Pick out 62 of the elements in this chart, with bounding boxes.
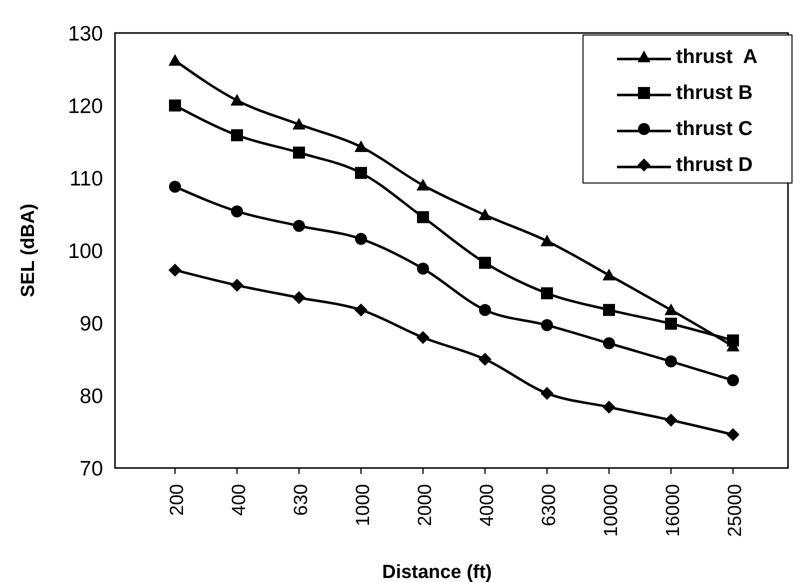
point xyxy=(664,414,678,427)
x-tick-label: 400 xyxy=(229,484,250,516)
x-tick-label: 4000 xyxy=(477,484,498,526)
x-tick-label: 6300 xyxy=(539,484,560,526)
point xyxy=(541,287,553,300)
point xyxy=(168,54,182,66)
point xyxy=(540,234,554,246)
point xyxy=(727,374,739,386)
point xyxy=(417,211,429,224)
point xyxy=(416,331,430,344)
point xyxy=(230,94,244,106)
point xyxy=(478,352,492,366)
y-tick-label: 130 xyxy=(68,22,103,46)
point xyxy=(230,278,244,292)
y-tick-label: 110 xyxy=(70,168,103,191)
point xyxy=(540,386,554,400)
point xyxy=(602,268,616,280)
y-tick-label: 80 xyxy=(80,385,103,408)
point xyxy=(727,334,739,346)
point xyxy=(665,355,677,368)
x-tick-label: 2000 xyxy=(415,484,436,526)
point xyxy=(726,428,740,442)
point xyxy=(479,256,491,269)
point xyxy=(603,337,615,350)
point xyxy=(169,100,181,112)
point xyxy=(479,304,491,316)
point xyxy=(231,205,243,218)
x-axis-title: Distance (ft) xyxy=(382,562,492,582)
point xyxy=(416,178,430,190)
point xyxy=(603,304,615,316)
y-tick-label: 100 xyxy=(68,240,103,264)
point xyxy=(354,140,368,152)
point xyxy=(355,232,367,245)
legend-label: thrust C xyxy=(676,118,753,140)
y-tick-label: 70 xyxy=(80,458,103,481)
x-tick-label: 1000 xyxy=(353,484,374,526)
point xyxy=(354,303,368,316)
legend-label: thrust B xyxy=(676,82,753,104)
x-tick-label: 10000 xyxy=(601,484,622,537)
point xyxy=(664,303,678,316)
point xyxy=(355,166,367,179)
point xyxy=(665,318,677,330)
point xyxy=(292,118,306,130)
legend-label: thrust A xyxy=(676,46,758,68)
x-tick-label: 630 xyxy=(291,484,312,516)
x-tick-label: 16000 xyxy=(663,484,684,537)
point xyxy=(541,319,553,332)
point xyxy=(602,400,616,414)
point xyxy=(231,129,243,142)
y-tick-label: 120 xyxy=(68,95,103,118)
x-tick-label: 200 xyxy=(167,484,188,516)
y-axis-title: SEL (dBA) xyxy=(18,204,39,298)
y-tick-label: 90 xyxy=(80,312,103,336)
legend-label: thrust D xyxy=(676,154,753,176)
point xyxy=(168,264,182,277)
point xyxy=(169,180,181,193)
point xyxy=(293,146,305,159)
x-tick-label: 25000 xyxy=(725,484,746,537)
point xyxy=(293,220,305,232)
point xyxy=(478,208,492,220)
point xyxy=(292,291,306,304)
point xyxy=(417,262,429,275)
